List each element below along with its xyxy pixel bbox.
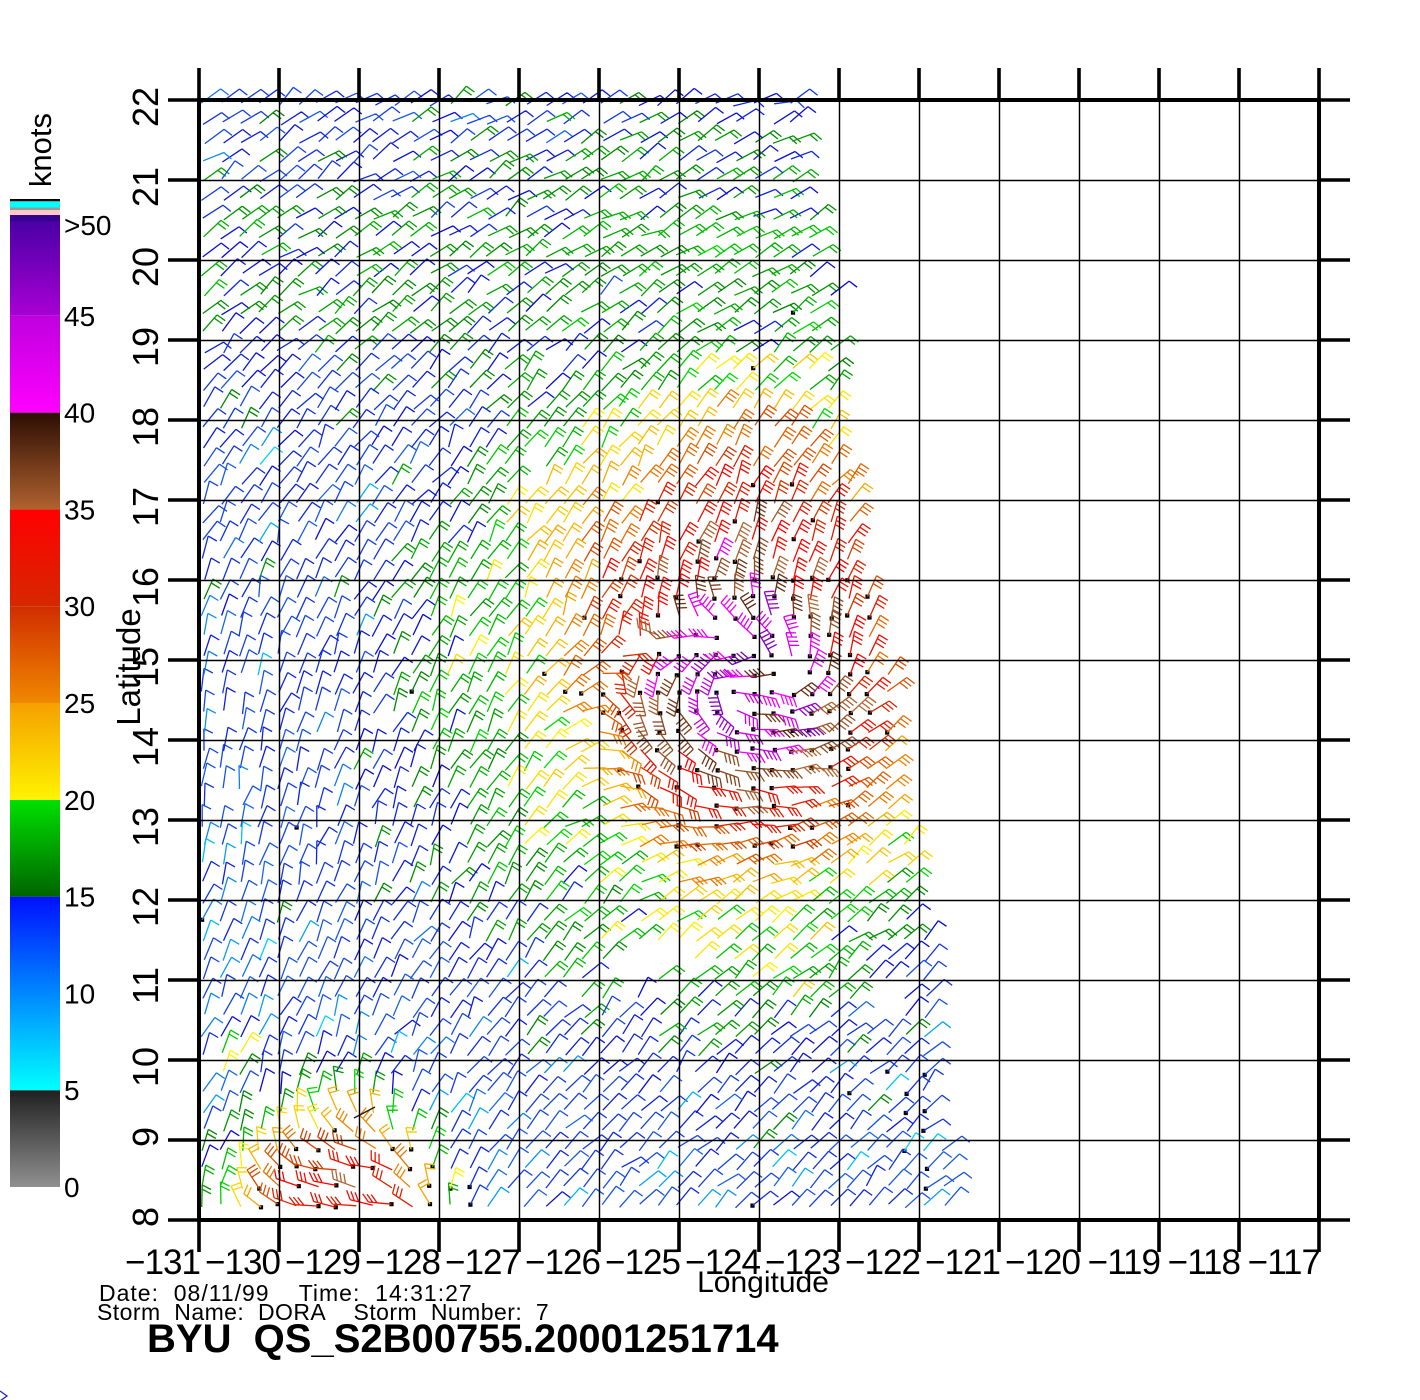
- svg-text:40: 40: [64, 398, 95, 429]
- svg-text:−117: −117: [1248, 1243, 1320, 1282]
- svg-text:−123: −123: [765, 1243, 840, 1282]
- svg-text:−129: −129: [285, 1243, 360, 1282]
- svg-text:−118: −118: [1168, 1243, 1240, 1282]
- svg-text:20: 20: [64, 785, 95, 816]
- svg-text:14: 14: [125, 727, 166, 767]
- svg-text:10: 10: [125, 1047, 166, 1087]
- svg-text:17: 17: [125, 487, 166, 527]
- svg-text:22: 22: [125, 87, 166, 127]
- svg-text:−126: −126: [525, 1243, 600, 1282]
- svg-text:−127: −127: [445, 1243, 520, 1282]
- svg-text:45: 45: [64, 301, 95, 332]
- svg-text:knots: knots: [23, 113, 58, 187]
- svg-text:15: 15: [125, 647, 166, 687]
- svg-text:8: 8: [125, 1207, 166, 1227]
- svg-text:Storm Name: DORA Storm N: Storm Name: DORA Storm Number: 7: [97, 1299, 549, 1325]
- svg-text:12: 12: [125, 887, 166, 927]
- svg-text:18: 18: [125, 407, 166, 447]
- svg-text:10: 10: [64, 978, 95, 1009]
- svg-text:−121: −121: [925, 1243, 1000, 1282]
- svg-text:−119: −119: [1088, 1243, 1160, 1282]
- svg-text:Date: 08/11/99 Time: 14:3: Date: 08/11/99 Time: 14:31:27: [99, 1280, 473, 1306]
- svg-text:11: 11: [125, 967, 166, 1004]
- svg-text:15: 15: [64, 882, 95, 913]
- svg-text:−122: −122: [845, 1243, 920, 1282]
- svg-text:−125: −125: [605, 1243, 680, 1282]
- svg-text:13: 13: [125, 807, 166, 847]
- svg-text:30: 30: [64, 591, 95, 622]
- svg-text:0: 0: [64, 1172, 80, 1203]
- svg-text:−120: −120: [1005, 1243, 1080, 1282]
- svg-text:35: 35: [64, 494, 95, 525]
- svg-text:5: 5: [64, 1075, 80, 1106]
- svg-text:−131: −131: [125, 1243, 200, 1282]
- svg-text:BYU QS_S2B00755.20001251714: BYU QS_S2B00755.20001251714: [147, 1317, 779, 1361]
- svg-text:Longitude: Longitude: [697, 1266, 829, 1299]
- svg-text:−130: −130: [205, 1243, 280, 1282]
- svg-text:−128: −128: [365, 1243, 440, 1282]
- svg-text:25: 25: [64, 688, 95, 719]
- svg-text:21: 21: [125, 167, 166, 207]
- svg-text:20: 20: [125, 247, 166, 287]
- svg-text:−124: −124: [685, 1243, 760, 1282]
- svg-text:16: 16: [125, 567, 166, 607]
- svg-text:>50: >50: [64, 210, 112, 241]
- svg-text:Latitude: Latitude: [110, 608, 147, 725]
- svg-text:9: 9: [125, 1127, 166, 1147]
- svg-text:19: 19: [125, 327, 166, 367]
